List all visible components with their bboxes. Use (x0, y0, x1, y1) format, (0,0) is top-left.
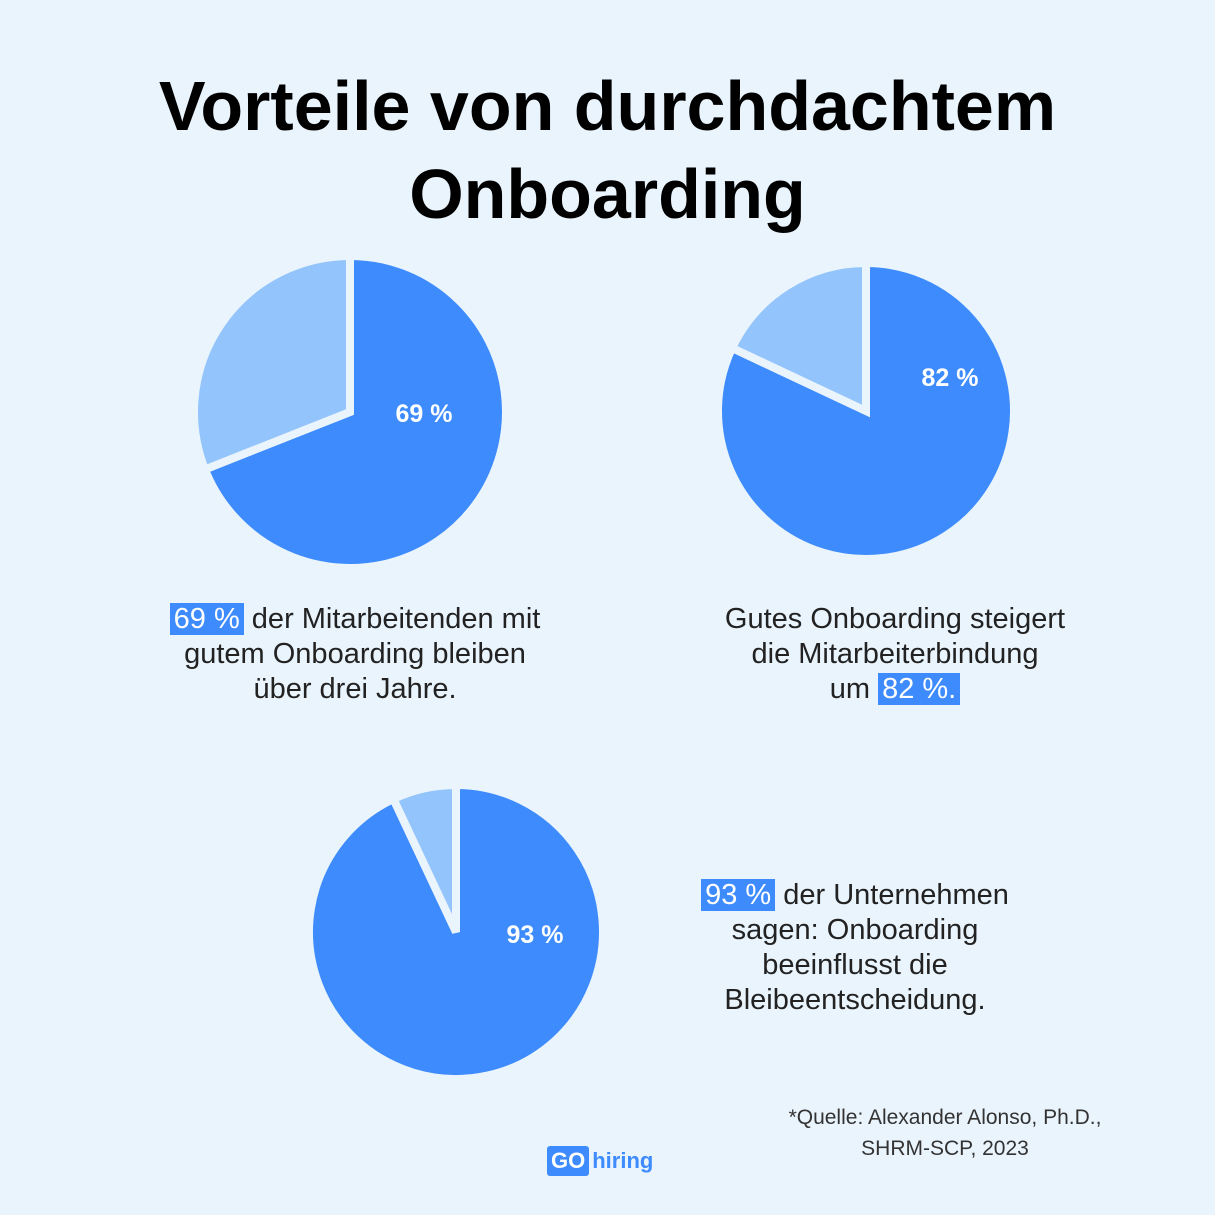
caption-3-highlight: 93 % (701, 879, 776, 911)
caption-3: 93 % der Unternehmen sagen: Onboarding b… (620, 878, 1090, 1018)
caption-1-line-3: über drei Jahre. (253, 673, 457, 705)
pie-3-rest-slice (388, 780, 460, 934)
caption-2-line-2: die Mitarbeiterbindung (751, 638, 1039, 670)
caption-2-highlight: 82 %. (878, 673, 961, 705)
caption-2-line-1: Gutes Onboarding steigert (724, 603, 1066, 635)
pie-2-rest-slice (726, 258, 870, 418)
pie-2-value-label: 82 % (922, 364, 979, 392)
caption-2: Gutes Onboarding steigert die Mitarbeite… (650, 602, 1140, 707)
pie-chart-3: 93 % (305, 780, 607, 1083)
pie-chart-1: 69 % (190, 251, 510, 572)
title-line-2: Onboarding (409, 155, 806, 233)
logo-go: GO (547, 1146, 590, 1176)
source-line-2: SHRM-SCP, 2023 (861, 1137, 1029, 1160)
caption-3-line-2: sagen: Onboarding (731, 914, 979, 946)
pie-3-value-label: 93 % (507, 921, 564, 949)
source-note: *Quelle: Alexander Alonso, Ph.D., SHRM-S… (740, 1102, 1150, 1164)
caption-1: 69 % der Mitarbeitenden mit gutem Onboar… (110, 602, 600, 707)
caption-3-line-4: Bleibeentscheidung. (724, 984, 986, 1016)
page-title: Vorteile von durchdachtem Onboarding (0, 62, 1215, 238)
caption-2-line-3: um 82 %. (650, 672, 1140, 707)
pie-1-value-label: 69 % (396, 400, 453, 428)
pie-1-rest-slice (190, 251, 354, 475)
gohiring-logo: GO hiring (547, 1146, 653, 1176)
title-line-1: Vorteile von durchdachtem (158, 67, 1057, 145)
caption-1-line-1: 69 % der Mitarbeitenden mit (110, 602, 600, 637)
caption-3-line-1-rest: der Unternehmen (775, 879, 1009, 911)
source-line-1: *Quelle: Alexander Alonso, Ph.D., (788, 1106, 1102, 1129)
caption-2-line-3-prefix: um (829, 673, 879, 705)
pie-1-main-slice (199, 251, 510, 572)
caption-1-line-1-rest: der Mitarbeitenden mit (243, 603, 541, 635)
caption-1-line-2: gutem Onboarding bleiben (184, 638, 526, 670)
caption-3-line-3: beeinflusst die (762, 949, 948, 981)
caption-1-highlight: 69 % (169, 603, 244, 635)
logo-hiring: hiring (592, 1148, 654, 1173)
pie-chart-2: 82 % (714, 258, 1018, 563)
caption-3-line-1: 93 % der Unternehmen (620, 878, 1090, 913)
